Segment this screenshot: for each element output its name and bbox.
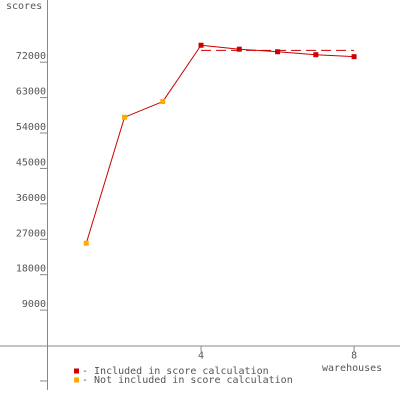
point (160, 99, 166, 105)
y-tick-label: 72000 (16, 51, 46, 62)
x-axis-label: warehouses (322, 363, 382, 374)
point (198, 42, 204, 48)
y-tick-label: 63000 (16, 87, 46, 98)
y-tick-label: 18000 (16, 264, 46, 275)
line-segment (85, 117, 126, 244)
y-tick-label: 27000 (16, 228, 46, 239)
line-segment (162, 44, 202, 102)
legend-label: - Included in score calculation (82, 366, 269, 377)
point (83, 240, 89, 246)
y-tick-label: 45000 (16, 157, 46, 168)
line-segment (124, 101, 163, 118)
point (236, 46, 242, 52)
line-segment (200, 44, 240, 50)
legend-swatch (74, 368, 79, 374)
x-tick-label: 8 (351, 351, 357, 362)
point (313, 52, 319, 58)
y-tick-label: 36000 (16, 193, 46, 204)
point (275, 49, 281, 55)
line-segment (239, 48, 278, 53)
x-tick-label: 4 (198, 351, 204, 362)
point (122, 114, 128, 120)
legend-swatch (74, 377, 79, 383)
line-segment (315, 54, 355, 58)
line-segment (277, 51, 316, 56)
legend-label: - Not included in score calculation (82, 375, 293, 386)
y-tick-label: 9000 (22, 299, 46, 310)
point (351, 54, 357, 60)
y-axis-label: scores (6, 1, 42, 12)
y-tick-label: 54000 (16, 122, 46, 133)
